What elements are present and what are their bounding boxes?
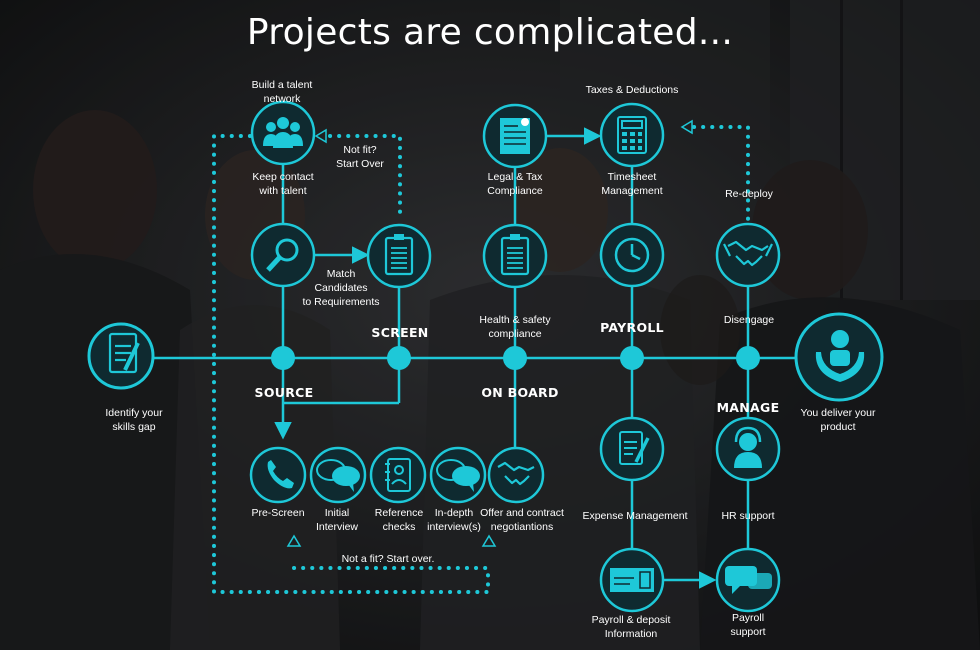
- handshake-icon: [497, 461, 535, 486]
- identify-node: [87, 322, 155, 390]
- legal-node: [482, 103, 548, 169]
- speech-bubbles-icon: [316, 459, 360, 492]
- payroll-deposit-label: Payroll & deposit Information: [591, 614, 671, 640]
- hands-person-icon: [815, 330, 865, 382]
- stage-screen-label: SCREEN: [371, 325, 429, 340]
- support-agent-icon: [734, 426, 762, 468]
- deliver-label: You deliver your product: [800, 407, 876, 433]
- page-title: Projects are complicated...: [246, 12, 734, 53]
- source-junction: [271, 346, 295, 370]
- manage-junction: [736, 346, 760, 370]
- not-fit-top-label: Not fit? Start Over: [336, 144, 384, 170]
- initial-interview-node: [309, 446, 367, 504]
- screen-junction: [387, 346, 411, 370]
- legal-tax-label: Legal & Tax Compliance: [487, 171, 543, 197]
- timesheet-node: [599, 102, 665, 168]
- clipboard-icon: [384, 234, 414, 276]
- reference-checks-node: [369, 446, 427, 504]
- timesheet-label: Timesheet Management: [601, 171, 663, 197]
- deliver-node: [794, 312, 884, 402]
- redeploy-label: Re-deploy: [725, 188, 773, 200]
- disengage-node: [715, 222, 781, 288]
- prescreen-node: [249, 446, 307, 504]
- search-node: [250, 222, 316, 288]
- clock-icon: [614, 237, 650, 273]
- chat-bubbles-icon: [725, 566, 772, 594]
- health-node: [482, 223, 548, 289]
- stage-source-label: SOURCE: [254, 385, 314, 400]
- stage-onboard-label: ON BOARD: [481, 385, 559, 400]
- build-network-label: Build a talent network: [251, 79, 313, 105]
- clipboard-icon: [500, 234, 530, 276]
- taxes-deductions-label: Taxes & Deductions: [585, 84, 679, 96]
- indepth-interview-node: [429, 446, 487, 504]
- disengage-label: Disengage: [723, 314, 775, 326]
- payroll-support-label: Payroll support: [730, 612, 766, 638]
- hr-support-node: [715, 416, 781, 482]
- prescreen-label: Pre-Screen: [251, 507, 305, 519]
- offer-contract-label: Offer and contract negotiantions: [480, 507, 564, 533]
- stage-manage-label: MANAGE: [716, 400, 780, 415]
- magnifier-icon: [266, 238, 299, 272]
- onboard-junction: [503, 346, 527, 370]
- payroll-junction: [620, 346, 644, 370]
- payroll-node: [599, 222, 665, 288]
- not-fit-bottom-label: Not a fit? Start over.: [341, 553, 435, 565]
- expense-label: Expense Management: [582, 510, 688, 522]
- speech-bubbles-icon: [436, 459, 480, 492]
- initial-interview-label: Initial Interview: [315, 507, 358, 533]
- checklist-pencil-icon: [619, 431, 650, 465]
- phone-icon: [267, 460, 294, 489]
- document-icon: [500, 118, 530, 154]
- network-node: [250, 100, 316, 166]
- reference-checks-label: Reference checks: [374, 507, 424, 533]
- deposit-node: [599, 547, 665, 613]
- health-safety-label: Health & safety compliance: [479, 314, 551, 340]
- match-label: Match Candidates to Requirements: [302, 268, 380, 308]
- handshake-icon: [723, 240, 773, 267]
- screen-node: [366, 223, 432, 289]
- stage-payroll-label: PAYROLL: [600, 320, 664, 335]
- calculator-icon: [617, 116, 647, 154]
- people-group-icon: [263, 117, 303, 148]
- checklist-pencil-icon: [108, 332, 140, 374]
- keep-contact-label: Keep contact with talent: [252, 171, 314, 197]
- hr-support-label: HR support: [721, 510, 775, 522]
- indepth-interview-label: In-depth interview(s): [427, 507, 481, 533]
- cheque-icon: [610, 568, 654, 592]
- payroll-support-node: [715, 547, 781, 613]
- offer-node: [487, 446, 545, 504]
- address-book-icon: [385, 458, 411, 492]
- expense-node: [599, 416, 665, 482]
- identify-label: Identify your skills gap: [105, 407, 163, 433]
